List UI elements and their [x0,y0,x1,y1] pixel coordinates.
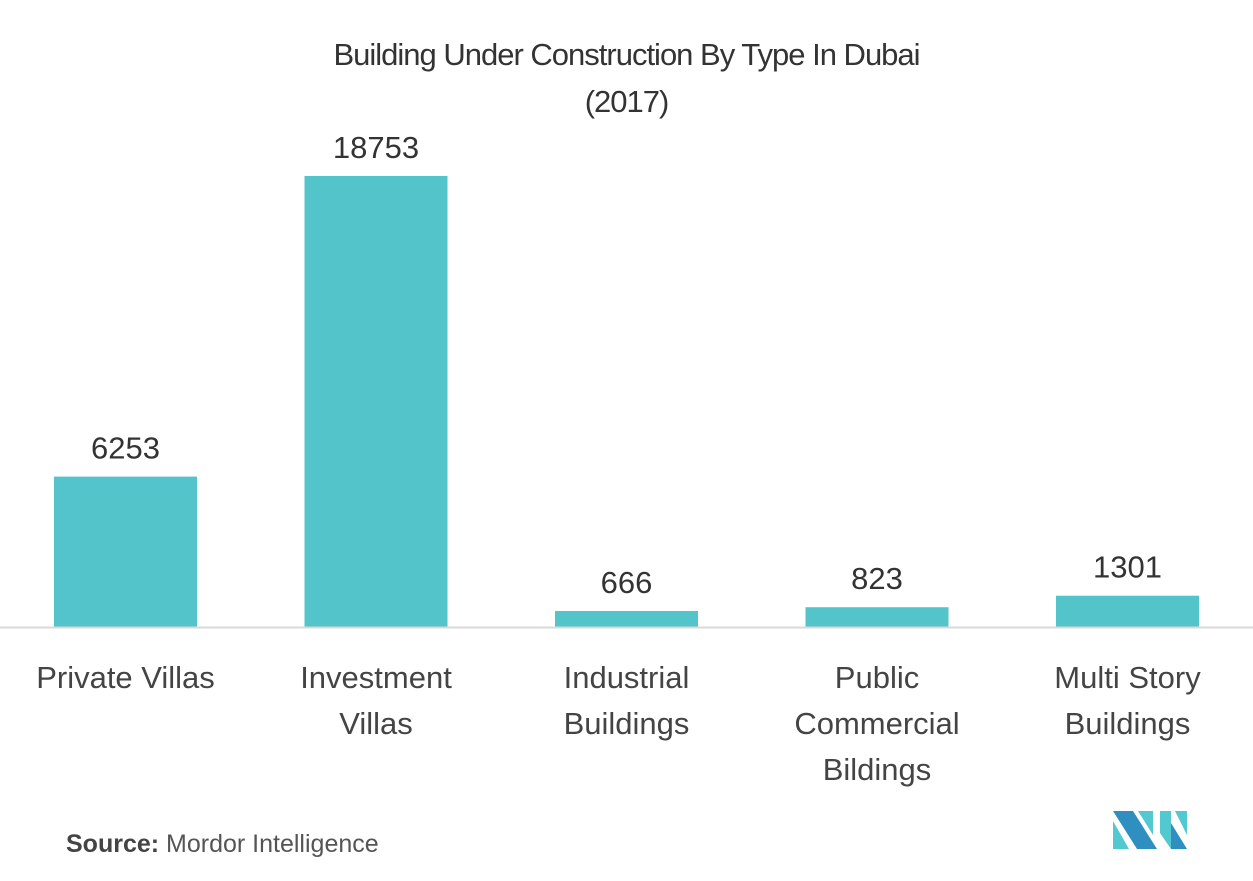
bar-4 [1056,595,1199,627]
category-label-1: Investment [300,660,452,695]
source-text: Mordor Intelligence [166,830,379,858]
data-label-4: 1301 [1093,550,1162,585]
category-label-3: Commercial [794,706,959,741]
logo-shape-1 [1113,811,1157,849]
data-label-2: 666 [601,565,653,600]
category-label-3: Public [835,660,919,695]
logo-shape-6 [1175,811,1187,835]
category-label-3: Bildings [823,752,932,787]
category-label-2: Industrial [564,660,690,695]
bar-1 [304,176,448,627]
bar-0 [54,476,197,627]
mordor-intelligence-logo [1113,811,1187,849]
category-label-0: Private Villas [36,660,215,695]
data-label-1: 18753 [333,130,419,165]
data-label-3: 823 [851,561,903,596]
category-label-4: Multi Story [1054,660,1201,695]
logo-shape-4 [1160,811,1171,849]
source-note: Source: Mordor Intelligence [66,830,379,859]
logo-shape-2 [1113,821,1129,849]
category-label-4: Buildings [1065,706,1191,741]
source-label: Source: [66,830,160,858]
chart-subtitle: (2017) [584,84,670,119]
bar-3 [805,607,949,627]
data-label-0: 6253 [91,431,160,466]
category-label-1: Villas [339,706,413,741]
logo-shape-3 [1138,811,1153,835]
bar-2 [555,610,698,627]
logo-shape-5 [1171,823,1187,849]
bar-chart: 6253 Private Villas 18753 Investment Villas 6… [0,130,1253,787]
chart-title: Building Under Construction By Type In D… [333,37,920,72]
category-label-2: Buildings [564,706,690,741]
